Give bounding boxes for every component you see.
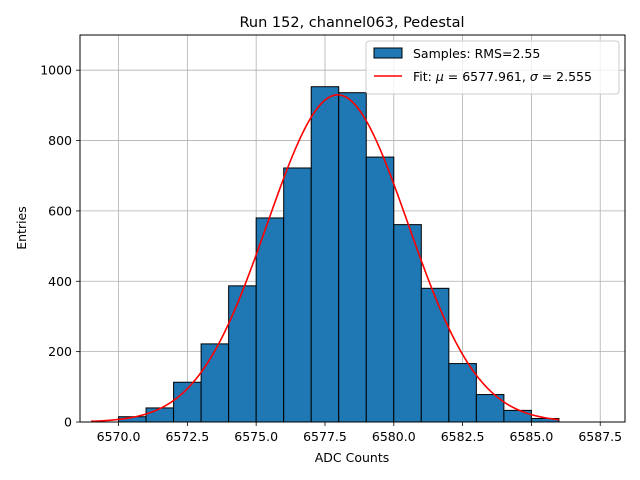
histogram-bar bbox=[338, 92, 367, 423]
legend-label-fit: Fit: μ = 6577.961, σ = 2.555 bbox=[413, 69, 592, 84]
histogram-bar bbox=[393, 224, 422, 423]
legend-sigma-value: = 2.555 bbox=[538, 69, 592, 84]
legend-label-samples: Samples: RMS=2.55 bbox=[413, 46, 540, 61]
histogram-bar bbox=[145, 407, 175, 423]
histogram-bar bbox=[255, 217, 285, 423]
x-tick-label: 6570.0 bbox=[97, 429, 141, 444]
legend-swatch-samples bbox=[373, 47, 403, 59]
legend-mu-symbol: μ bbox=[435, 69, 444, 84]
x-axis-ticks: 6570.0 6572.5 6575.0 6577.5 6580.0 6582.5 6585… bbox=[97, 422, 622, 444]
y-tick-label: 1000 bbox=[40, 63, 72, 78]
legend-box bbox=[365, 40, 620, 95]
legend: Samples: RMS=2.55 Fit: μ = 6577.961, σ =… bbox=[365, 40, 620, 95]
plot-frame bbox=[79, 34, 626, 423]
x-tick-label: 6582.5 bbox=[441, 429, 485, 444]
x-tick-label: 6585.0 bbox=[510, 429, 554, 444]
histogram-bar bbox=[200, 343, 230, 423]
histogram-bars bbox=[118, 86, 560, 423]
x-axis-label: ADC Counts bbox=[315, 450, 390, 465]
y-tick-label: 0 bbox=[64, 415, 72, 430]
legend-sigma-symbol: σ bbox=[530, 69, 539, 84]
x-tick-label: 6587.5 bbox=[578, 429, 622, 444]
y-axis-label: Entries bbox=[14, 206, 29, 250]
histogram-bar bbox=[310, 86, 340, 423]
histogram-bar bbox=[228, 285, 257, 423]
histogram-bar bbox=[283, 167, 312, 423]
x-tick-label: 6575.0 bbox=[234, 429, 278, 444]
legend-fit-prefix: Fit: bbox=[413, 69, 436, 84]
histogram-bar bbox=[448, 363, 477, 423]
x-tick-label: 6572.5 bbox=[165, 429, 209, 444]
y-tick-label: 800 bbox=[48, 133, 72, 148]
y-tick-label: 200 bbox=[48, 344, 72, 359]
histogram-bar bbox=[503, 409, 532, 423]
chart-title: Run 152, channel063, Pedestal bbox=[239, 15, 464, 31]
y-tick-label: 400 bbox=[48, 274, 72, 289]
y-tick-label: 600 bbox=[48, 203, 72, 218]
x-tick-label: 6577.5 bbox=[303, 429, 347, 444]
histogram-bar bbox=[365, 156, 395, 423]
legend-mu-value: = 6577.961, bbox=[444, 69, 530, 84]
fit-curve bbox=[90, 94, 560, 423]
y-axis-ticks: 0 200 400 600 800 1000 bbox=[40, 63, 80, 430]
histogram-bar bbox=[420, 287, 450, 423]
x-tick-label: 6580.0 bbox=[372, 429, 416, 444]
